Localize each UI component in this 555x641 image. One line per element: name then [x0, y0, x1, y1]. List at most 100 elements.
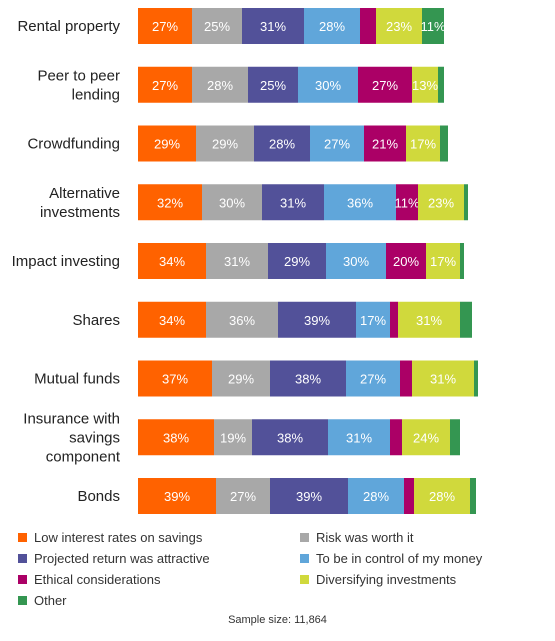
data-label: 38%	[277, 430, 303, 445]
legend-swatch	[300, 533, 309, 542]
bar-segment	[138, 66, 192, 103]
bar-segment	[400, 360, 412, 397]
bar-segment	[254, 125, 310, 162]
bar-segment	[390, 419, 402, 456]
bar-segment	[328, 419, 390, 456]
data-label: 34%	[159, 313, 185, 328]
category-label: Alternative investments	[40, 185, 120, 221]
data-label: 39%	[296, 489, 322, 504]
legend-swatch	[18, 596, 27, 605]
bar-segment	[402, 419, 450, 456]
data-label: 36%	[347, 195, 373, 210]
bar-segment	[278, 301, 356, 338]
bar-segment	[474, 360, 478, 397]
bar-segment	[242, 8, 304, 44]
bar-segment	[364, 125, 406, 162]
data-label: 27%	[152, 19, 178, 34]
legend-label: To be in control of my money	[316, 551, 483, 566]
legend-label: Other	[34, 593, 67, 608]
bar-segment	[356, 301, 390, 338]
bar-segment	[460, 243, 464, 279]
category-label: Shares	[72, 312, 120, 329]
data-label: 13%	[412, 78, 438, 93]
data-label: 28%	[363, 489, 389, 504]
data-label: 11%	[394, 195, 419, 210]
data-label: 31%	[346, 430, 372, 445]
bar-segment	[398, 301, 460, 338]
category-label: Rental property	[17, 18, 120, 35]
bar-segment	[138, 125, 196, 162]
data-label: 27%	[324, 137, 350, 152]
data-label: 36%	[229, 313, 255, 328]
bar-segment	[202, 184, 262, 221]
bar-segment	[138, 478, 216, 514]
legend-swatch	[300, 575, 309, 584]
bar-segment	[248, 66, 298, 103]
bar-segment	[348, 478, 404, 514]
data-label: 34%	[159, 254, 185, 269]
data-label: 25%	[260, 78, 286, 93]
bar-segment	[138, 419, 214, 456]
category-label: Impact investing	[12, 253, 120, 270]
data-label: 27%	[230, 489, 256, 504]
legend-item: Risk was worth it	[300, 530, 414, 545]
category-label: Insurance with savings component	[23, 410, 121, 465]
bar-segment	[360, 8, 376, 44]
bar-segment	[268, 243, 326, 279]
bar-segment	[406, 125, 440, 162]
data-label: 29%	[154, 137, 180, 152]
data-label: 24%	[413, 430, 439, 445]
data-label: 31%	[416, 313, 442, 328]
legend-swatch	[18, 533, 27, 542]
data-label: 23%	[386, 19, 412, 34]
bar-segment	[460, 301, 472, 338]
data-label: 31%	[260, 19, 286, 34]
bar-segment	[196, 125, 254, 162]
bar-segment	[138, 301, 206, 338]
bar-segment	[216, 478, 270, 514]
bar-segment	[138, 360, 212, 397]
bar-segment	[252, 419, 328, 456]
data-label: 17%	[430, 254, 456, 269]
legend-item: Other	[18, 593, 67, 608]
bar-segment	[440, 125, 448, 162]
bar-segment	[310, 125, 364, 162]
bar-segment	[304, 8, 360, 44]
bar-segment	[138, 184, 202, 221]
data-label: 31%	[430, 372, 456, 387]
legend-item: Low interest rates on savings	[18, 530, 202, 545]
data-label: 31%	[280, 195, 306, 210]
sample-size-note: Sample size: 11,864	[228, 614, 327, 626]
data-label: 37%	[162, 372, 188, 387]
data-label: 28%	[319, 19, 345, 34]
data-label: 27%	[372, 78, 398, 93]
category-label: Bonds	[77, 488, 120, 505]
bar-segment	[138, 8, 192, 44]
bar-segment	[438, 66, 444, 103]
data-label: 28%	[207, 78, 233, 93]
bar-segment	[422, 8, 444, 44]
data-label: 38%	[163, 430, 189, 445]
bar-segment	[326, 243, 386, 279]
data-label: 27%	[152, 78, 178, 93]
data-label: 29%	[284, 254, 310, 269]
data-label: 11%	[420, 19, 445, 34]
bar-segment	[298, 66, 358, 103]
legend-swatch	[18, 554, 27, 563]
bar-segment	[390, 301, 398, 338]
data-label: 25%	[204, 19, 230, 34]
bar-segment	[396, 184, 418, 221]
data-label: 23%	[428, 195, 454, 210]
bar-segment	[412, 66, 438, 103]
bar-segment	[404, 478, 414, 514]
bar-segment	[206, 243, 268, 279]
legend-label: Risk was worth it	[316, 530, 414, 545]
data-label: 32%	[157, 195, 183, 210]
bar-segment	[346, 360, 400, 397]
bar-segment	[470, 478, 476, 514]
bar-segment	[212, 360, 270, 397]
bar-segment	[426, 243, 460, 279]
data-label: 20%	[393, 254, 419, 269]
data-label: 30%	[315, 78, 341, 93]
